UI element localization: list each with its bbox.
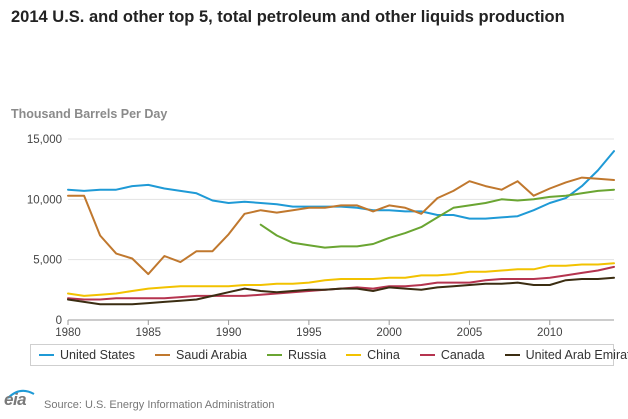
- series-line-united-states: [67, 150, 615, 220]
- y-tick-label: 15,000: [27, 134, 62, 146]
- legend-label: Canada: [440, 348, 485, 362]
- chart-title: 2014 U.S. and other top 5, total petrole…: [11, 8, 565, 26]
- legend-swatch: [155, 353, 171, 357]
- legend-item-united-states: United States: [39, 348, 135, 362]
- legend-label: China: [367, 348, 400, 362]
- x-tick-label: 2005: [457, 327, 483, 339]
- x-tick-label: 1995: [296, 327, 322, 339]
- legend-item-china: China: [346, 348, 400, 362]
- legend-label: United States: [60, 348, 136, 362]
- line-chart: 0 5,000 10,000 15,000 1980 1985 1990 1995 2000 20…: [27, 134, 615, 339]
- series-line-united-arab-emirates: [67, 276, 615, 306]
- y-tick-label: 5,000: [33, 255, 62, 267]
- legend-swatch: [346, 353, 362, 357]
- eia-logo-arc-icon: [7, 389, 35, 399]
- y-tick-label: 10,000: [27, 194, 62, 206]
- legend-swatch: [419, 353, 435, 357]
- source-note: Source: U.S. Energy Information Administ…: [44, 399, 275, 411]
- x-tick-label: 2010: [537, 327, 563, 339]
- legend-item-canada: Canada: [419, 348, 485, 362]
- chart-legend: United States Saudi Arabia Russia China Cana…: [30, 344, 628, 366]
- x-tick-label: 1990: [216, 327, 242, 339]
- legend-item-russia: Russia: [266, 348, 327, 362]
- legend-item-saudi-arabia: Saudi Arabia: [155, 348, 247, 362]
- eia-logo: eia: [4, 390, 27, 409]
- legend-label: Russia: [287, 348, 327, 362]
- legend-label: Saudi Arabia: [176, 348, 247, 362]
- legend-swatch: [504, 353, 520, 357]
- legend-swatch: [266, 353, 282, 357]
- series-line-china: [67, 262, 615, 297]
- legend-swatch: [39, 353, 54, 357]
- legend-label: United Arab Emirates: [525, 348, 628, 362]
- y-axis-units-label: Thousand Barrels Per Day: [11, 107, 168, 121]
- legend-item-united-arab-emirates: United Arab Emirates: [504, 348, 628, 362]
- x-tick-label: 2000: [376, 327, 402, 339]
- y-tick-label: 0: [56, 315, 62, 327]
- series-line-russia: [259, 188, 615, 249]
- x-tick-label: 1985: [135, 327, 161, 339]
- series-line-saudi-arabia: [67, 176, 615, 276]
- x-tick-label: 1980: [55, 327, 81, 339]
